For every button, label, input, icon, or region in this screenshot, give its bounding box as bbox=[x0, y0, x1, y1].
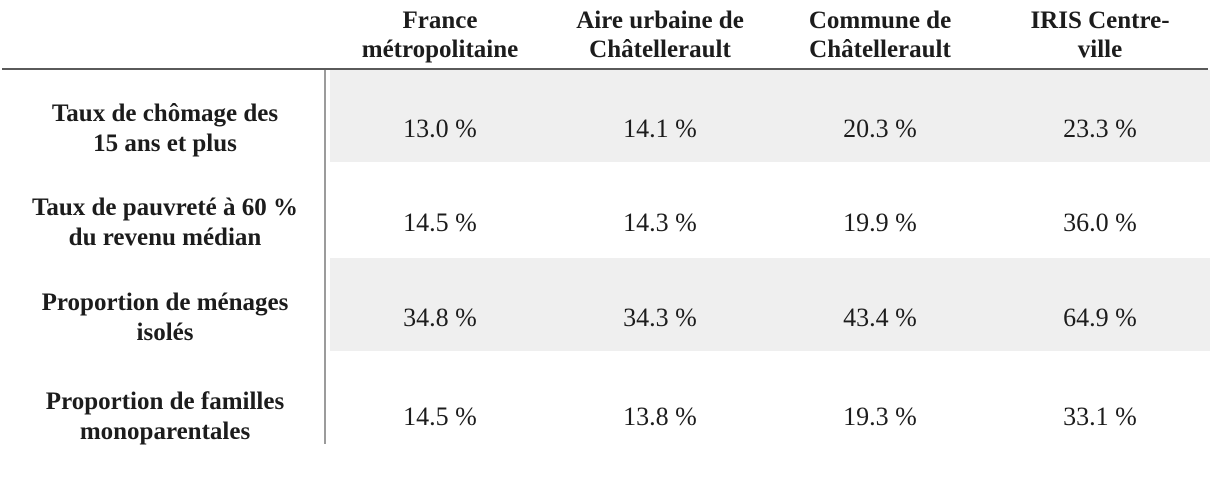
row-label: Proportion de ménages isolés bbox=[0, 258, 330, 351]
value-cell: 36.0 % bbox=[1063, 208, 1137, 237]
column-header-commune: Commune de Châtellerault bbox=[770, 6, 990, 64]
row-data: 14.5 % 14.3 % 19.9 % 36.0 % bbox=[330, 162, 1210, 258]
column-header-line: Châtellerault bbox=[809, 36, 951, 63]
column-header-aire-urbaine: Aire urbaine de Châtellerault bbox=[550, 6, 770, 64]
value-cell: 14.3 % bbox=[623, 208, 697, 237]
row-label-line: monoparentales bbox=[79, 418, 251, 445]
row-label-line: Taux de pauvreté à 60 % bbox=[31, 194, 298, 221]
value-cell: 23.3 % bbox=[1063, 114, 1137, 143]
value-cell: 34.3 % bbox=[623, 302, 697, 332]
column-header-line: Châtellerault bbox=[589, 36, 731, 63]
table-header-row: France métropolitaine Aire urbaine de Ch… bbox=[0, 0, 1219, 70]
row-data: 13.0 % 14.1 % 20.3 % 23.3 % bbox=[330, 70, 1210, 162]
value-cell: 19.3 % bbox=[843, 402, 917, 431]
header-divider-line bbox=[2, 68, 1208, 70]
table-row-familles-monoparentales: Proportion de familles monoparentales 14… bbox=[0, 351, 1219, 483]
column-header-line: ville bbox=[1077, 36, 1123, 63]
value-cell: 14.5 % bbox=[403, 402, 477, 431]
table-row-taux-chomage: Taux de chômage des 15 ans et plus 13.0 … bbox=[0, 70, 1219, 162]
value-cell: 19.9 % bbox=[843, 208, 917, 237]
column-header-line: France bbox=[402, 7, 478, 34]
row-data: 14.5 % 13.8 % 19.3 % 33.1 % bbox=[330, 351, 1210, 483]
statistics-table: France métropolitaine Aire urbaine de Ch… bbox=[0, 0, 1219, 445]
value-cell: 33.1 % bbox=[1063, 402, 1137, 431]
value-cell: 64.9 % bbox=[1063, 302, 1137, 332]
row-label-line: Proportion de ménages bbox=[41, 288, 289, 316]
row-label: Taux de chômage des 15 ans et plus bbox=[0, 70, 330, 162]
row-label: Taux de pauvreté à 60 % du revenu médian bbox=[0, 162, 330, 258]
value-cell: 13.8 % bbox=[623, 402, 697, 431]
column-header-iris-centre-ville: IRIS Centre- ville bbox=[990, 6, 1210, 64]
row-label-line: du revenu médian bbox=[68, 224, 262, 251]
value-cell: 14.5 % bbox=[403, 208, 477, 237]
column-header-france-metropolitaine: France métropolitaine bbox=[330, 6, 550, 64]
column-header-line: Commune de bbox=[808, 7, 952, 34]
table-row-menages-isoles: Proportion de ménages isolés 34.8 % 34.3… bbox=[0, 258, 1219, 351]
row-label-line: Proportion de familles bbox=[45, 388, 285, 415]
value-cell: 13.0 % bbox=[403, 114, 477, 143]
row-label-line: 15 ans et plus bbox=[93, 130, 237, 157]
value-cell: 34.8 % bbox=[403, 302, 477, 332]
row-label-line: Taux de chômage des bbox=[51, 100, 279, 127]
value-cell: 20.3 % bbox=[843, 114, 917, 143]
value-cell: 43.4 % bbox=[843, 302, 917, 332]
label-column-divider-line bbox=[324, 70, 326, 444]
row-label-line: isolés bbox=[136, 318, 194, 346]
row-data: 34.8 % 34.3 % 43.4 % 64.9 % bbox=[330, 258, 1210, 351]
row-label: Proportion de familles monoparentales bbox=[0, 351, 330, 483]
column-header-line: Aire urbaine de bbox=[576, 7, 744, 34]
column-header-line: IRIS Centre- bbox=[1030, 7, 1170, 34]
header-columns: France métropolitaine Aire urbaine de Ch… bbox=[330, 6, 1210, 64]
column-header-line: métropolitaine bbox=[361, 36, 519, 63]
table-row-taux-pauvrete: Taux de pauvreté à 60 % du revenu médian… bbox=[0, 162, 1219, 258]
value-cell: 14.1 % bbox=[623, 114, 697, 143]
